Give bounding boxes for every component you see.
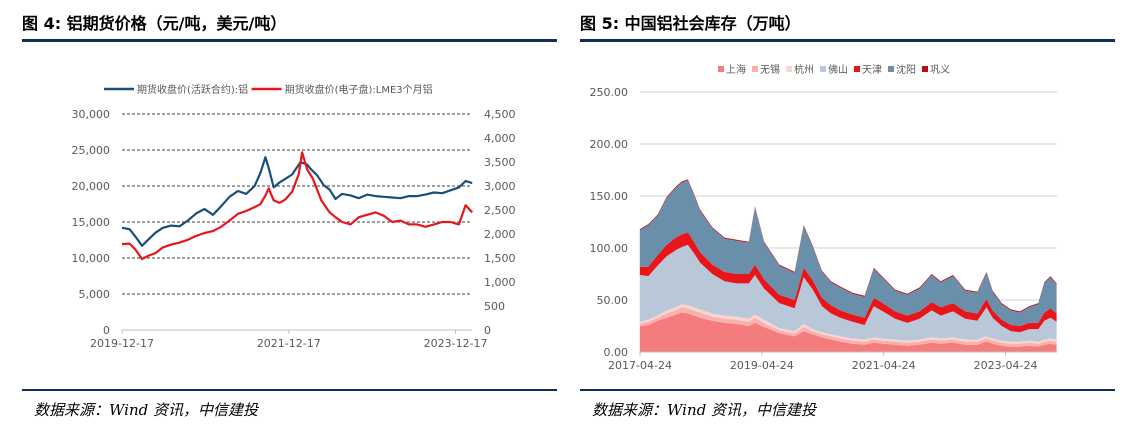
y-right-tick-label: 1,500 [484, 252, 516, 265]
right-source-note: 数据来源：Wind 资讯，中信建投 [592, 401, 816, 419]
y-right-tick-label: 0 [484, 324, 491, 337]
y-right-tick-label: 1,000 [484, 276, 516, 289]
legend-swatch-4 [820, 66, 826, 72]
legend-label-7: 巩义 [930, 64, 950, 76]
legend-swatch-7 [922, 66, 928, 72]
right-source-rule [580, 389, 1115, 391]
left-figure-title: 图 4: 铝期货价格（元/吨，美元/吨） [22, 14, 287, 33]
x-tick-label: 2017-04-24 [608, 359, 672, 372]
x-tick-label: 2021-04-24 [852, 359, 916, 372]
legend-swatch-3 [786, 66, 792, 72]
y-left-tick-label: 15,000 [72, 216, 111, 229]
left-source-rule [22, 389, 557, 391]
x-tick-label: 2019-12-17 [90, 337, 154, 350]
y-left-tick-label: 0 [103, 324, 110, 337]
y-tick-label: 150.00 [590, 190, 629, 203]
area-series-4 [639, 244, 1057, 342]
legend-label-6: 沈阳 [896, 63, 916, 76]
y-tick-label: 250.00 [590, 86, 629, 99]
legend-label-1: 上海 [726, 63, 746, 76]
series-line-1 [121, 156, 473, 247]
y-tick-label: 200.00 [590, 138, 629, 151]
y-left-tick-label: 10,000 [72, 252, 111, 265]
legend-label-2: 期货收盘价(电子盘):LME3个月铝 [285, 83, 433, 96]
legend-label-3: 杭州 [794, 63, 814, 76]
legend-swatch-5 [854, 66, 860, 72]
legend-label-2: 无锡 [760, 63, 780, 76]
left-title-rule [22, 39, 557, 42]
left-source-note: 数据来源：Wind 资讯，中信建投 [34, 401, 258, 419]
area-series-6 [639, 180, 1057, 326]
area-series-2 [639, 307, 1057, 347]
series-line-2 [121, 151, 474, 261]
y-tick-label: 0.00 [604, 346, 629, 359]
y-right-tick-label: 2,500 [484, 204, 516, 217]
y-tick-label: 50.00 [597, 294, 629, 307]
legend-swatch-1 [718, 66, 724, 72]
y-right-tick-label: 3,000 [484, 180, 516, 193]
y-left-tick-label: 5,000 [79, 288, 111, 301]
legend-label-4: 佛山 [828, 63, 848, 76]
y-left-tick-label: 20,000 [72, 180, 111, 193]
y-right-tick-label: 2,000 [484, 228, 516, 241]
y-tick-label: 100.00 [590, 242, 629, 255]
x-tick-label: 2021-12-17 [257, 337, 321, 350]
y-right-tick-label: 3,500 [484, 156, 516, 169]
aluminium-inventory-chart: 250.00 200.00 150.00 100.00 50.00 0.002017-04… [590, 63, 1057, 372]
y-right-tick-label: 4,500 [484, 108, 516, 121]
area-series-1 [639, 312, 1057, 352]
aluminium-price-chart: 30,000 25,000 20,000 15,000 10,000 5,000 0 4,50… [72, 83, 516, 350]
right-figure-title: 图 5: 中国铝社会库存（万吨） [580, 14, 801, 33]
y-left-tick-label: 25,000 [72, 144, 111, 157]
y-left-tick-label: 30,000 [72, 108, 111, 121]
x-tick-label: 2023-12-17 [424, 337, 488, 350]
y-right-tick-label: 500 [484, 300, 505, 313]
legend-label-5: 天津 [862, 64, 882, 76]
legend-swatch-2 [752, 66, 758, 72]
legend-label-1: 期货收盘价(活跃合约):铝 [137, 83, 248, 96]
y-right-tick-label: 4,000 [484, 132, 516, 145]
area-series-5 [639, 232, 1057, 333]
right-title-rule [580, 39, 1115, 42]
legend-swatch-6 [888, 66, 894, 72]
x-tick-label: 2023-04-24 [974, 359, 1038, 372]
x-tick-label: 2019-04-24 [730, 359, 794, 372]
